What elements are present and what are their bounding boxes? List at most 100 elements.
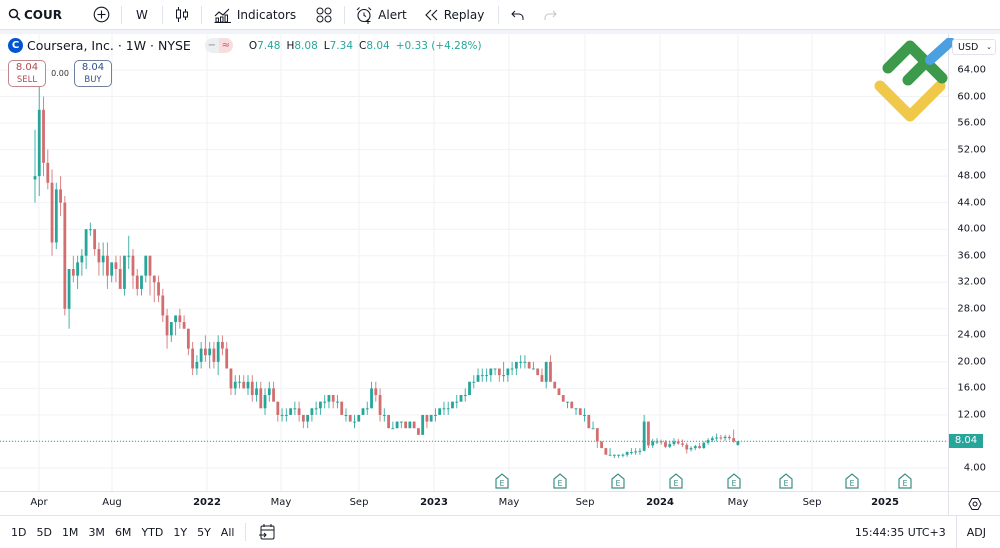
candle	[37, 83, 41, 197]
candle	[638, 448, 642, 455]
symbol-title[interactable]: Coursera, Inc. · 1W · NYSE	[27, 38, 191, 53]
candle	[557, 388, 561, 396]
symbol-search[interactable]: COUR	[0, 0, 82, 30]
symbol-legend: C Coursera, Inc. · 1W · NYSE − ≈ O7.48 H…	[8, 38, 482, 53]
candle	[655, 438, 659, 445]
undo-button[interactable]	[499, 0, 537, 30]
divider	[121, 5, 122, 24]
divider	[344, 5, 346, 24]
price-tick-label: 12.00	[957, 409, 986, 421]
candle	[336, 395, 339, 409]
buy-button[interactable]: 8.04 BUY	[74, 60, 112, 87]
candle	[93, 229, 97, 256]
candle	[455, 395, 459, 409]
alert-button[interactable]: Alert	[345, 0, 415, 30]
earnings-marker-icon[interactable]: E	[845, 473, 859, 489]
earnings-marker-icon[interactable]: E	[779, 473, 793, 489]
spread-value: 0.00	[51, 69, 69, 78]
toolbar-separator	[0, 30, 1000, 34]
goto-date-button[interactable]	[252, 523, 282, 541]
sell-button[interactable]: 8.04 SELL	[8, 60, 46, 87]
candle	[451, 401, 454, 409]
alert-label: Alert	[378, 7, 407, 22]
candle	[608, 448, 612, 456]
range-all[interactable]: All	[220, 525, 235, 539]
range-3m[interactable]: 3M	[88, 525, 105, 539]
candle	[391, 421, 395, 430]
time-tick-label: 2023	[420, 497, 448, 508]
range-5y[interactable]: 5Y	[197, 525, 211, 539]
add-symbol-icon	[93, 6, 110, 23]
candle	[634, 448, 638, 455]
candle	[208, 341, 212, 369]
candle	[587, 414, 591, 429]
svg-text:E: E	[902, 479, 907, 488]
candle	[668, 441, 672, 449]
candle	[319, 401, 322, 415]
candlestick-chart[interactable]	[0, 34, 948, 491]
candle	[672, 438, 676, 447]
candle	[131, 249, 135, 289]
price-tick-label: 28.00	[957, 303, 986, 315]
candle	[421, 414, 425, 435]
price-axis[interactable]: 4.008.0012.0016.0020.0024.0028.0032.0036…	[948, 34, 1000, 491]
time-tick-label: May	[498, 497, 520, 508]
candle	[549, 355, 552, 382]
legend-toggles[interactable]: − ≈	[204, 38, 233, 53]
candle	[664, 440, 667, 449]
time-tick-label: Sep	[575, 497, 595, 508]
candle	[399, 421, 403, 429]
candle	[71, 255, 75, 283]
currency-select[interactable]: USD ⌄	[952, 39, 996, 55]
broker-watermark-logo	[874, 38, 955, 122]
chart-type-button[interactable]	[163, 0, 201, 30]
svg-text:E: E	[615, 479, 620, 488]
candle	[174, 315, 177, 336]
candle	[255, 381, 258, 402]
earnings-marker-icon[interactable]: E	[611, 473, 625, 489]
earnings-marker-icon[interactable]: E	[898, 473, 912, 489]
axis-settings-button[interactable]	[948, 491, 1000, 515]
redo-button[interactable]	[537, 0, 563, 30]
candle	[395, 421, 399, 429]
earnings-marker-icon[interactable]: E	[495, 473, 509, 489]
coursera-logo-icon: C	[8, 38, 23, 53]
chart-pane[interactable]	[0, 34, 948, 491]
candle	[374, 381, 378, 402]
candle	[480, 368, 484, 382]
candle	[412, 421, 416, 429]
earnings-marker-icon[interactable]: E	[669, 473, 683, 489]
interval-button[interactable]: W	[122, 0, 162, 30]
compare-button[interactable]	[82, 0, 121, 30]
price-tick-label: 36.00	[957, 250, 986, 262]
replay-button[interactable]: Replay	[415, 0, 493, 30]
candle	[221, 335, 224, 356]
adjust-button[interactable]: ADJ	[955, 516, 1000, 548]
price-tick-label: 44.00	[957, 197, 986, 209]
templates-button[interactable]	[304, 0, 344, 30]
clock-timezone[interactable]: 15:44:35 UTC+3	[854, 525, 946, 539]
earnings-marker-icon[interactable]: E	[553, 473, 567, 489]
search-icon	[8, 8, 21, 21]
candle	[118, 255, 122, 289]
candle	[293, 401, 297, 415]
candle	[702, 441, 706, 449]
redo-icon	[544, 10, 558, 20]
earnings-marker-icon[interactable]: E	[727, 473, 741, 489]
approx-icon[interactable]: ≈	[218, 38, 233, 53]
replay-icon	[424, 9, 438, 20]
alarm-clock-icon	[356, 6, 372, 24]
price-tick-label: 24.00	[957, 329, 986, 341]
time-tick-label: 2025	[871, 497, 899, 508]
range-ytd[interactable]: YTD	[141, 525, 164, 539]
indicators-button[interactable]: Indicators	[202, 0, 304, 30]
range-1y[interactable]: 1Y	[173, 525, 188, 539]
range-1m[interactable]: 1M	[61, 525, 79, 539]
range-6m[interactable]: 6M	[114, 525, 132, 539]
range-1d[interactable]: 1D	[11, 525, 27, 539]
minus-icon[interactable]: −	[204, 38, 219, 53]
candle	[370, 381, 373, 409]
range-5d[interactable]: 5D	[36, 525, 52, 539]
time-axis[interactable]: Apr Aug 2022 May Sep 2023 May Sep 2024 May Sep 2025	[0, 491, 948, 515]
candle	[591, 421, 595, 430]
